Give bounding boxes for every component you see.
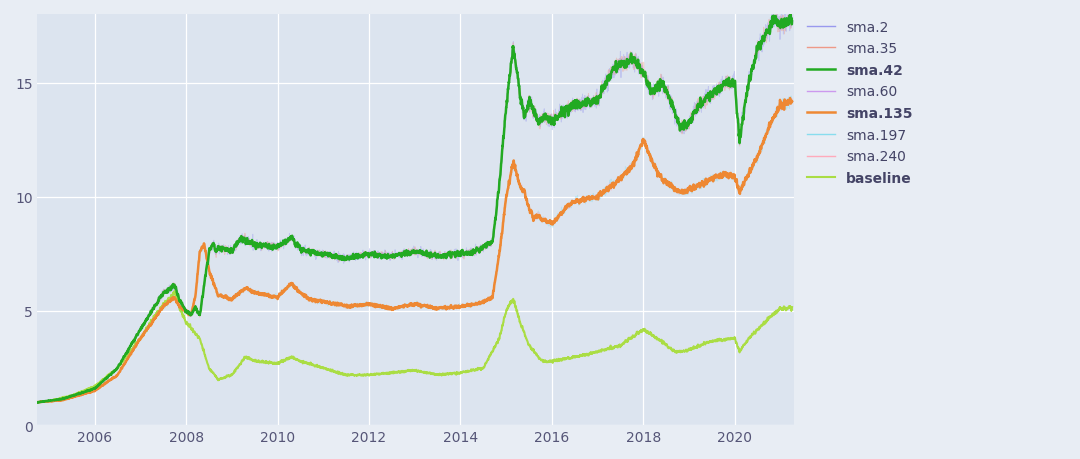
Legend: sma.2, sma.35, sma.42, sma.60, sma.135, sma.197, sma.240, baseline: sma.2, sma.35, sma.42, sma.60, sma.135, … bbox=[801, 15, 918, 191]
